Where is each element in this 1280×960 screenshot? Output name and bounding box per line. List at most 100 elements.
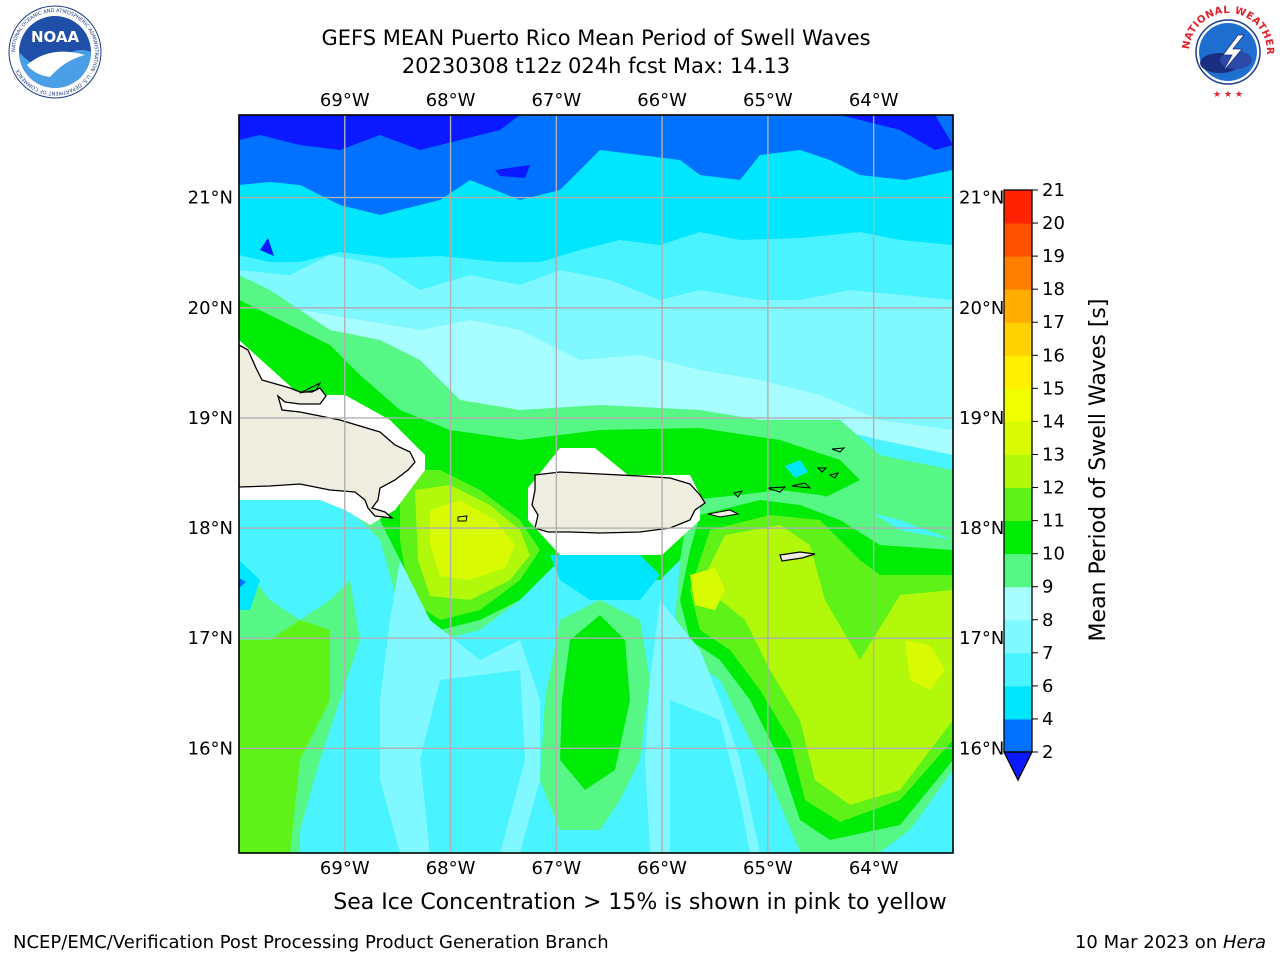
land-vieques [707,509,740,518]
lon-tick-label-top: 67°W [531,90,581,111]
colorbar-frame [1003,189,1033,753]
lat-tick-label-left: 17°N [188,628,233,649]
land-mona [457,515,468,522]
colorbar-segment [1004,487,1032,522]
swell-period-field [239,115,953,853]
map-gridlines [239,115,953,853]
field-11to12-sw [239,620,330,853]
lat-tick-label-right: 17°N [959,628,1004,649]
lat-tick-label-left: 19°N [188,408,233,429]
colorbar-segment [1004,553,1032,588]
map-frame [238,114,954,854]
lat-tick-label-right: 21°N [959,188,1004,209]
land-tortuga [299,381,322,394]
lat-tick-label-left: 16°N [188,738,233,759]
colorbar-extend-arrow [1002,751,1034,782]
lon-tick-label-bottom: 65°W [743,858,793,879]
lon-tick-label-top: 66°W [637,90,687,111]
colorbar-segment [1004,322,1032,356]
lat-tick-label-right: 19°N [959,408,1004,429]
colorbar-tick-label: 20 [1042,213,1065,234]
field-4to6-vi [785,460,808,478]
colorbar-segment [1004,586,1032,621]
land-puerto-rico [531,471,706,534]
colorbar-segment [1004,685,1032,720]
colorbar-tick-label: 8 [1042,610,1053,631]
lon-tick-label-bottom: 66°W [637,858,687,879]
colorbar-segment [1004,421,1032,455]
colorbar-segment [1004,619,1032,654]
colorbar-segment [1004,355,1032,389]
colorbar-label: Mean Period of Swell Waves [s] [1086,299,1111,642]
field-lt2-ne [840,115,953,150]
svg-text:NOAA: NOAA [31,28,80,46]
chart-title: GEFS MEAN Puerto Rico Mean Period of Swe… [321,26,871,50]
lat-tick-label-right: 18°N [959,518,1004,539]
nws-logo-icon: NATIONAL WEATHER SERVICE ★ ★ ★ [1178,5,1275,99]
footer-date-text: 10 Mar 2023 on [1074,932,1223,953]
colorbar-tick-label: 15 [1042,378,1065,399]
footer-host: Hera [1222,932,1266,953]
colorbar-segment [1004,223,1032,257]
colorbar-tick-label: 7 [1042,643,1053,664]
field-6to7-south [420,670,525,853]
colorbar-segment [1004,289,1032,323]
field-6to7-southeast [670,700,750,853]
field-13to14-east [905,640,945,690]
colorbar-tick-label: 12 [1042,478,1065,499]
lon-tick-label-bottom: 64°W [849,858,899,879]
lat-tick-label-left: 18°N [188,518,233,539]
lat-tick-label-left: 20°N [188,298,233,319]
colorbar-tick-label: 11 [1042,511,1065,532]
field-13to14-small [690,568,725,610]
land-virgin-islands [733,447,846,498]
lat-tick-label-right: 20°N [959,298,1004,319]
colorbar-tick-label: 16 [1042,345,1065,366]
colorbar-segment [1004,388,1032,422]
field-4to6-sw-edge [239,560,260,610]
noaa-logo-icon: NOAA NATIONAL OCEANIC AND ATMOSPHERIC AD… [8,5,102,99]
svg-text:★ ★ ★: ★ ★ ★ [1213,90,1243,99]
map-tick-labels: 69°W 69°W 68°W 68°W 67°W 67°W 66°W 66°W 65°W 65°W… [188,90,1005,879]
lon-tick-label-bottom: 68°W [426,858,476,879]
colorbar-segment [1004,652,1032,687]
field-lt2-patch [495,165,530,178]
colorbar: 2 4 6 7 8 9 10 11 12 13 14 15 16 17 18 19 20 21 [1002,180,1065,782]
lon-tick-label-top: 68°W [426,90,476,111]
colorbar-segment [1004,718,1032,753]
colorbar-segment [1004,520,1032,555]
colorbar-tick-label: 9 [1042,577,1053,598]
colorbar-tick-label: 14 [1042,411,1065,432]
footer-producer: NCEP/EMC/Verification Post Processing Pr… [13,932,609,953]
lon-tick-label-top: 65°W [743,90,793,111]
lon-tick-label-bottom: 67°W [531,858,581,879]
field-lt2-nw [239,115,520,150]
colorbar-tick-label: 21 [1042,180,1065,201]
lat-tick-label-left: 21°N [188,188,233,209]
sea-ice-caption: Sea Ice Concentration > 15% is shown in … [333,890,947,915]
lon-tick-label-top: 69°W [320,90,370,111]
lat-tick-label-right: 16°N [959,738,1004,759]
lon-tick-label-top: 64°W [849,90,899,111]
colorbar-tick-label: 2 [1042,742,1053,763]
colorbar-segment [1004,190,1032,224]
colorbar-tick-label: 18 [1042,279,1065,300]
footer-date: 10 Mar 2023 on Hera [1075,932,1266,953]
colorbar-segment [1004,256,1032,290]
colorbar-tick-label: 13 [1042,444,1065,465]
colorbar-tick-label: 6 [1042,676,1053,697]
chart-subtitle: 20230308 t12z 024h fcst Max: 14.13 [401,54,791,78]
field-4to6-south-pr [550,555,660,600]
land-st-croix [779,551,816,562]
colorbar-tick-label: 17 [1042,312,1065,333]
land-hispaniola [239,344,416,519]
colorbar-tick-label: 4 [1042,709,1053,730]
field-10to11-south [560,615,630,790]
colorbar-segment [1004,454,1032,489]
field-2to4-sw-edge [239,578,246,588]
field-lt2-dot [260,238,274,256]
colorbar-tick-label: 19 [1042,246,1065,267]
field-12to13-east [705,525,953,805]
colorbar-tick-label: 10 [1042,544,1065,565]
